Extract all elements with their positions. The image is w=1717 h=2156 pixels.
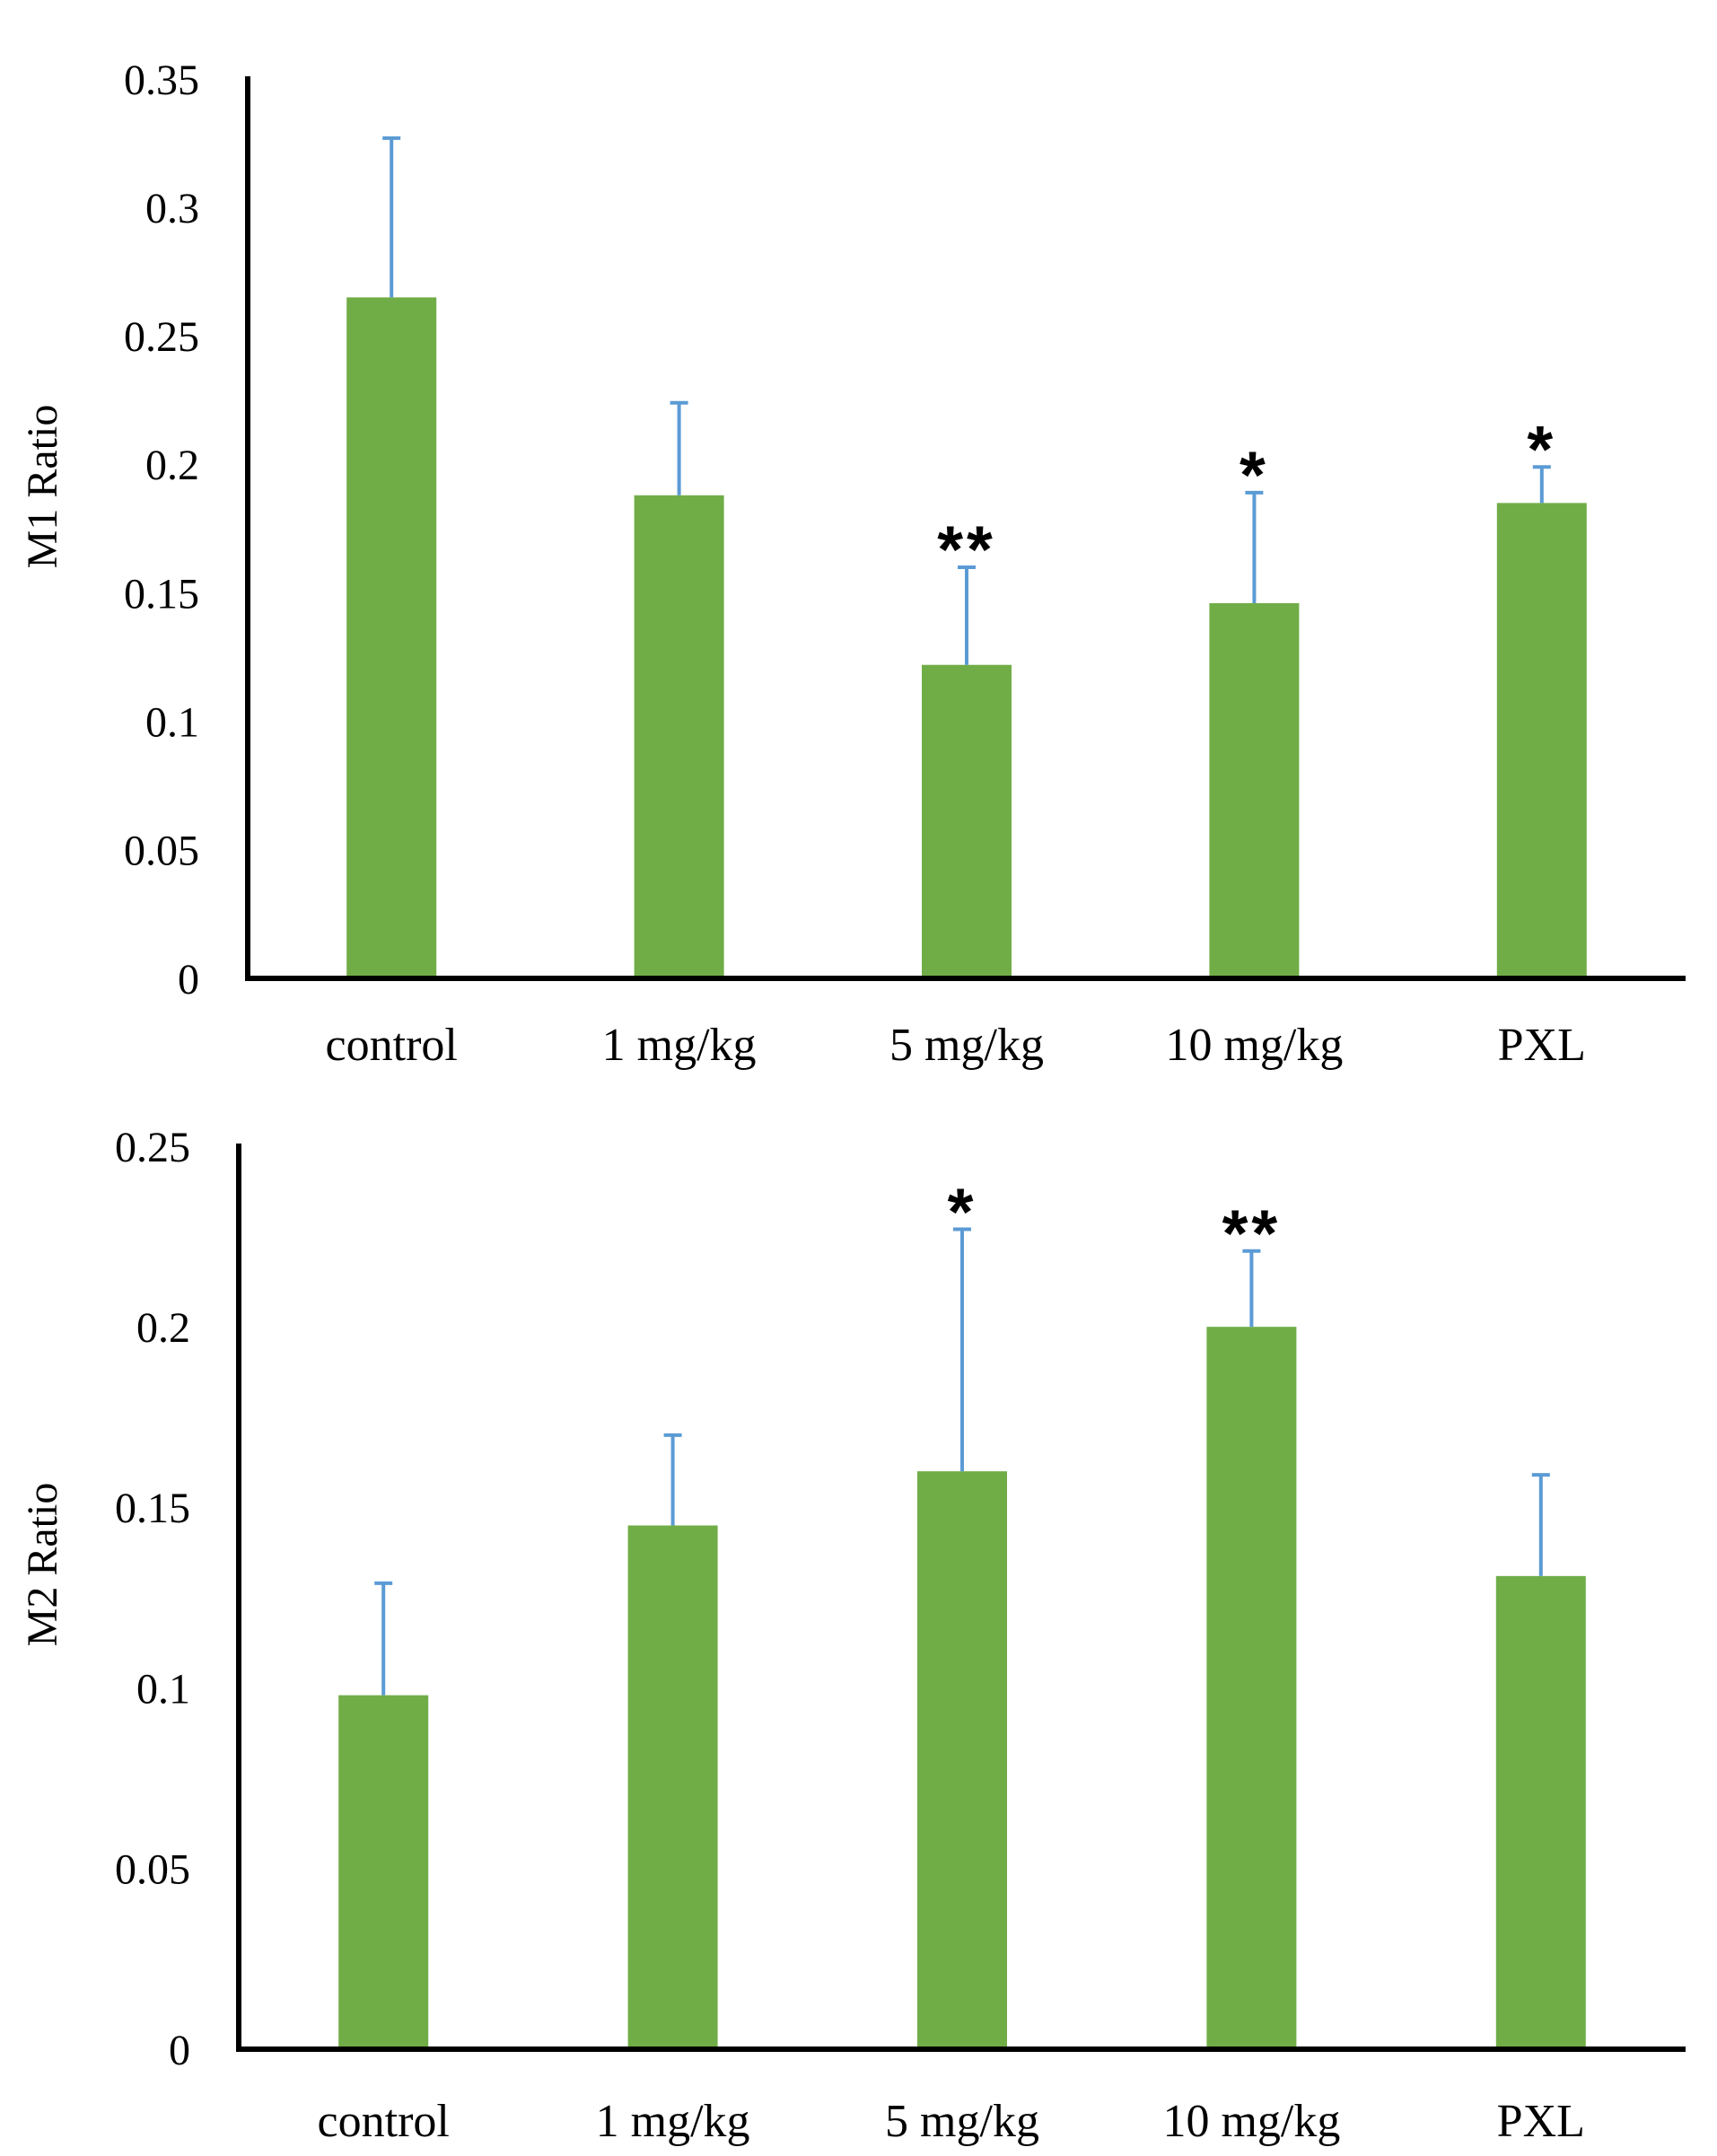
y-axis-title: M2 Ratio: [19, 1483, 66, 1647]
bar-4: [1209, 603, 1300, 978]
x-tick-label: 5 mg/kg: [885, 2096, 1039, 2147]
error-bar-5: [1532, 465, 1551, 504]
significance-marker: *: [1240, 438, 1269, 513]
bar-1: [346, 297, 437, 978]
y-tick-label: 0.25: [124, 313, 199, 361]
bar-2: [627, 1525, 718, 2049]
y-tick-label: 0.05: [115, 1846, 190, 1894]
significance-marker: *: [1527, 412, 1556, 486]
y-tick-label: 0.25: [115, 1124, 190, 1171]
y-tick-label: 0.05: [124, 828, 199, 875]
bar-3: [922, 664, 1012, 978]
y-tick-label: 0: [169, 2027, 190, 2074]
error-bar-5: [1531, 1473, 1550, 1576]
y-axis-title: M1 Ratio: [19, 405, 66, 569]
y-tick-label: 0.15: [115, 1485, 190, 1532]
y-tick-label: 0.2: [145, 442, 199, 489]
x-tick-label: 1 mg/kg: [602, 1020, 757, 1071]
bar-4: [1206, 1327, 1297, 2049]
error-bar-2: [663, 1433, 682, 1526]
bar-5: [1496, 503, 1587, 978]
y-tick-label: 0.1: [145, 699, 199, 747]
error-bar-3: [958, 565, 976, 665]
error-bar-1: [382, 136, 401, 298]
x-tick-label: PXL: [1497, 2096, 1585, 2147]
bar-2: [634, 495, 724, 978]
y-tick-label: 0: [178, 956, 199, 1004]
error-bar-3: [953, 1227, 971, 1472]
y-tick-label: 0.1: [136, 1665, 190, 1713]
bar-1: [338, 1695, 429, 2049]
y-tick-label: 0.2: [136, 1304, 190, 1352]
bar-3: [917, 1471, 1007, 2049]
bar-5: [1495, 1575, 1586, 2049]
x-tick-label: 1 mg/kg: [596, 2096, 750, 2147]
y-tick-label: 0.3: [145, 185, 199, 232]
x-tick-label: control: [318, 2096, 450, 2147]
x-tick-label: PXL: [1498, 1020, 1586, 1071]
error-bar-4: [1242, 1249, 1261, 1328]
x-tick-label: 10 mg/kg: [1165, 1020, 1343, 1071]
x-tick-label: 10 mg/kg: [1162, 2096, 1340, 2147]
error-bar-1: [374, 1581, 393, 1696]
x-tick-label: control: [326, 1020, 458, 1071]
significance-marker: *: [948, 1174, 977, 1249]
error-bar-2: [670, 400, 688, 495]
y-tick-label: 0.15: [124, 570, 199, 618]
y-tick-label: 0.35: [124, 57, 199, 104]
significance-marker: **: [1222, 1196, 1282, 1270]
x-tick-label: 5 mg/kg: [889, 1020, 1044, 1071]
significance-marker: **: [937, 513, 996, 587]
error-bar-4: [1245, 490, 1264, 604]
